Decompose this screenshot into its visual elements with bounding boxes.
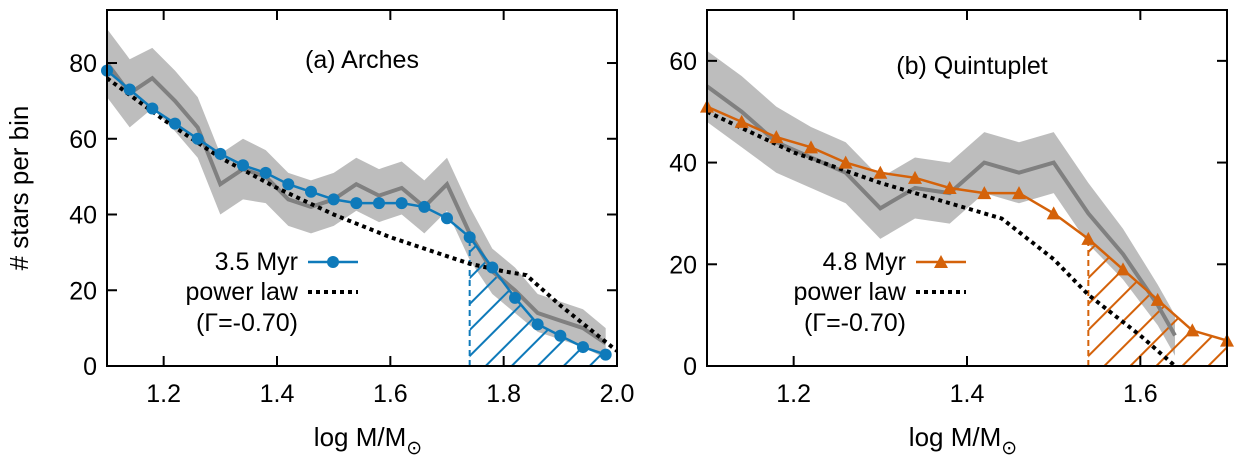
arches-model-point: [441, 212, 453, 225]
arches-model-point: [169, 117, 181, 130]
arches-x-tick-label: 1.2: [146, 380, 181, 408]
arches-y-tick-label: 80: [69, 50, 97, 78]
arches-model-point: [577, 341, 589, 354]
arches-model-point: [599, 348, 612, 361]
quintuplet-model-point: [977, 186, 992, 200]
quintuplet-model-point: [838, 155, 853, 169]
arches-model-point: [237, 159, 249, 172]
arches-title: (a) Arches: [305, 46, 419, 74]
arches-model-point: [214, 147, 227, 160]
arches-model-point: [350, 197, 363, 210]
arches-model-point: [486, 261, 499, 274]
quintuplet-model-point: [1185, 323, 1200, 337]
shared-y-axis-label: # stars per bin: [4, 106, 34, 271]
quintuplet-x-axis-label-main: log M/M: [909, 422, 1001, 452]
arches-model-point: [554, 329, 567, 342]
arches-legend-model-marker: [327, 256, 339, 268]
quintuplet-x-tick-label: 1.6: [1123, 380, 1158, 408]
arches-model-point: [395, 197, 408, 210]
arches-legend-powerlaw-label: power law: [185, 278, 298, 306]
quintuplet-y-tick-label: 20: [669, 251, 697, 279]
quintuplet-y-tick-label: 40: [669, 150, 697, 178]
quintuplet-markers: [700, 99, 1234, 347]
quintuplet-model-point: [1116, 262, 1130, 276]
quintuplet-y-tick-label: 60: [669, 48, 697, 76]
quintuplet-x-tick-label: 1.2: [776, 380, 811, 408]
quintuplet-data-band: [707, 50, 1175, 356]
quintuplet-uncertainty-band: [707, 50, 1175, 356]
arches-x-axis-label-sub: ⊙: [406, 438, 422, 459]
quintuplet-model-line: [707, 105, 1227, 342]
arches-model-point: [282, 178, 295, 191]
arches-model-point: [123, 83, 136, 96]
quintuplet-x-axis-label-sub: ⊙: [1001, 438, 1017, 459]
arches-x-tick-label: 1.4: [260, 380, 295, 408]
quintuplet-model-point: [942, 181, 957, 194]
quintuplet-powerlaw-line: [707, 109, 1177, 366]
arches-model-point: [418, 200, 431, 213]
arches-x-tick-label: 2.0: [600, 380, 635, 408]
arches-observed-line: [107, 61, 607, 345]
quintuplet-ticks: 1.2 1.4 1.6 0 20 40 60: [669, 10, 1227, 408]
quintuplet-model-point: [1012, 186, 1026, 200]
arches-model-point: [463, 231, 476, 244]
arches-y-tick-label: 40: [69, 202, 97, 230]
quintuplet-model-point: [1081, 231, 1096, 245]
arches-model-point: [191, 132, 204, 145]
arches-plot-frame: [106, 9, 618, 367]
arches-model-point: [327, 193, 340, 206]
quintuplet-model-point: [873, 165, 888, 179]
arches-model-point: [509, 291, 521, 304]
panel-arches: 1.2 1.4 1.6 1.8 2.0 0 20 40 60 80 (a) Arches log …: [69, 9, 634, 459]
arches-model-point: [531, 318, 544, 331]
panel-quintuplet: 1.2 1.4 1.6 0 20 40 60 (b) Quintuplet log M/M⊙…: [669, 9, 1234, 459]
arches-legend: 3.5 Myr power law (Γ=-0.70): [185, 248, 358, 337]
quintuplet-x-tick-label: 1.4: [950, 380, 985, 408]
quintuplet-legend-gamma-label: (Γ=-0.70): [804, 309, 906, 337]
arches-x-tick-label: 1.6: [373, 380, 408, 408]
quintuplet-legend: 4.8 Myr power law (Γ=-0.70): [793, 248, 966, 337]
arches-model-point: [373, 197, 385, 210]
arches-x-tick-label: 1.8: [486, 380, 521, 408]
arches-data-band: [107, 28, 606, 359]
arches-powerlaw-line: [107, 76, 617, 353]
quintuplet-model-point: [1150, 292, 1165, 306]
quintuplet-model-point: [804, 140, 818, 154]
arches-ticks: 1.2 1.4 1.6 1.8 2.0 0 20 40 60 80: [69, 10, 634, 408]
arches-legend-model-label: 3.5 Myr: [215, 248, 298, 276]
arches-model-point: [305, 185, 317, 198]
arches-uncertainty-band: [107, 28, 606, 359]
arches-model-point: [259, 166, 272, 179]
arches-model-point: [146, 102, 159, 115]
quintuplet-model-point: [908, 170, 922, 184]
quintuplet-model-point: [1046, 206, 1061, 220]
arches-x-axis-label: log M/M⊙: [314, 422, 422, 459]
quintuplet-y-tick-label: 0: [683, 353, 697, 381]
quintuplet-model-point: [769, 130, 784, 144]
quintuplet-legend-model-label: 4.8 Myr: [823, 248, 906, 276]
quintuplet-legend-powerlaw-label: power law: [793, 278, 906, 306]
quintuplet-model-point: [734, 114, 749, 128]
arches-y-tick-label: 0: [83, 353, 97, 381]
quintuplet-legend-model-marker: [934, 255, 948, 268]
quintuplet-title: (b) Quintuplet: [896, 52, 1048, 80]
quintuplet-x-axis-label: log M/M⊙: [909, 422, 1017, 459]
arches-y-tick-label: 20: [69, 277, 97, 305]
arches-markers: [101, 64, 612, 361]
arches-x-axis-label-main: log M/M: [314, 422, 406, 452]
arches-legend-gamma-label: (Γ=-0.70): [196, 309, 298, 337]
arches-y-tick-label: 60: [69, 126, 97, 154]
